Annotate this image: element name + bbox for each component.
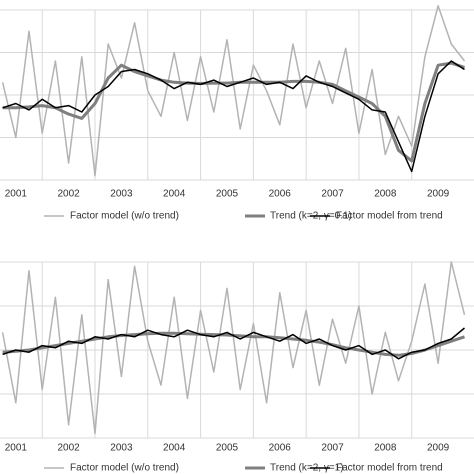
x-tick-label: 2009 — [427, 443, 450, 454]
x-tick-label: 2007 — [321, 189, 344, 200]
legend-label: Factor model from trend — [336, 463, 443, 474]
x-tick-label: 2004 — [163, 189, 186, 200]
series-line — [2, 61, 465, 163]
x-tick-label: 2009 — [427, 189, 450, 200]
x-tick-label: 2004 — [163, 443, 186, 454]
x-tick-label: 2002 — [57, 189, 80, 200]
x-tick-label: 2005 — [216, 443, 239, 454]
legend-label: Factor model from trend — [336, 211, 443, 222]
series-line — [2, 60, 465, 173]
series-line — [2, 327, 465, 360]
x-tick-label: 2001 — [5, 189, 28, 200]
x-tick-label: 2002 — [57, 443, 80, 454]
legend-label: Factor model (w/o trend) — [70, 211, 179, 222]
x-tick-label: 2003 — [110, 443, 133, 454]
series-line — [1, 5, 466, 177]
legend-label: Factor model (w/o trend) — [70, 463, 179, 474]
x-tick-label: 2006 — [269, 443, 292, 454]
legend-label: Trend (k=2, γ=1) — [270, 463, 344, 474]
x-tick-label: 2008 — [374, 189, 397, 200]
x-tick-label: 2007 — [321, 443, 344, 454]
x-tick-label: 2003 — [110, 189, 133, 200]
x-tick-label: 2006 — [269, 189, 292, 200]
x-tick-label: 2005 — [216, 189, 239, 200]
x-tick-label: 2001 — [5, 443, 28, 454]
x-tick-label: 2008 — [374, 443, 397, 454]
series-line — [1, 261, 466, 435]
